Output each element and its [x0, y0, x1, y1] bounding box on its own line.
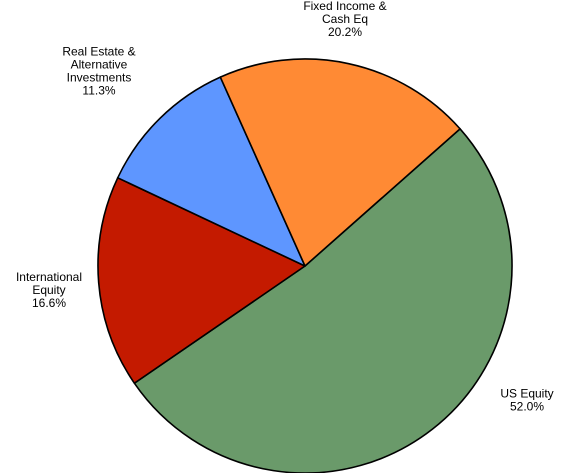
pie-label-value: 52.0% — [510, 400, 544, 414]
pie-label-value: 20.2% — [328, 25, 362, 39]
pie-label-fixed-income-cash-eq: Fixed Income & Cash Eq 20.2% — [303, 0, 386, 39]
pie-label-real-estate-alternative-investments: Real Estate & Alternative Investments 11.3% — [62, 45, 135, 98]
pie-slice-real-estate-alternative-investments — [116, 76, 306, 267]
pie-slice-fixed-income-cash-eq — [219, 58, 461, 267]
pie-label-us-equity: US Equity 52.0% — [500, 387, 553, 414]
pie-label-line: US Equity — [500, 387, 553, 401]
pie-label-line: International — [16, 270, 82, 284]
pie-label-value: 16.6% — [32, 296, 66, 310]
pie-labels: US Equity 52.0% International Equity 16.6% Re… — [16, 0, 554, 414]
pie-slice-international-equity — [97, 177, 306, 385]
pie-label-line: Alternative — [71, 58, 128, 72]
pie-label-international-equity: International Equity 16.6% — [16, 270, 82, 310]
pie-label-value: 11.3% — [82, 84, 115, 98]
pie-label-line: Real Estate & — [62, 45, 135, 59]
pie-slice-us-equity — [133, 128, 513, 473]
pie-slices — [97, 58, 513, 473]
pie-label-line: Cash Eq — [322, 12, 368, 26]
pie-label-line: Fixed Income & — [303, 0, 386, 13]
pie-label-line: Investments — [67, 71, 132, 85]
pie-label-line: Equity — [32, 283, 65, 297]
